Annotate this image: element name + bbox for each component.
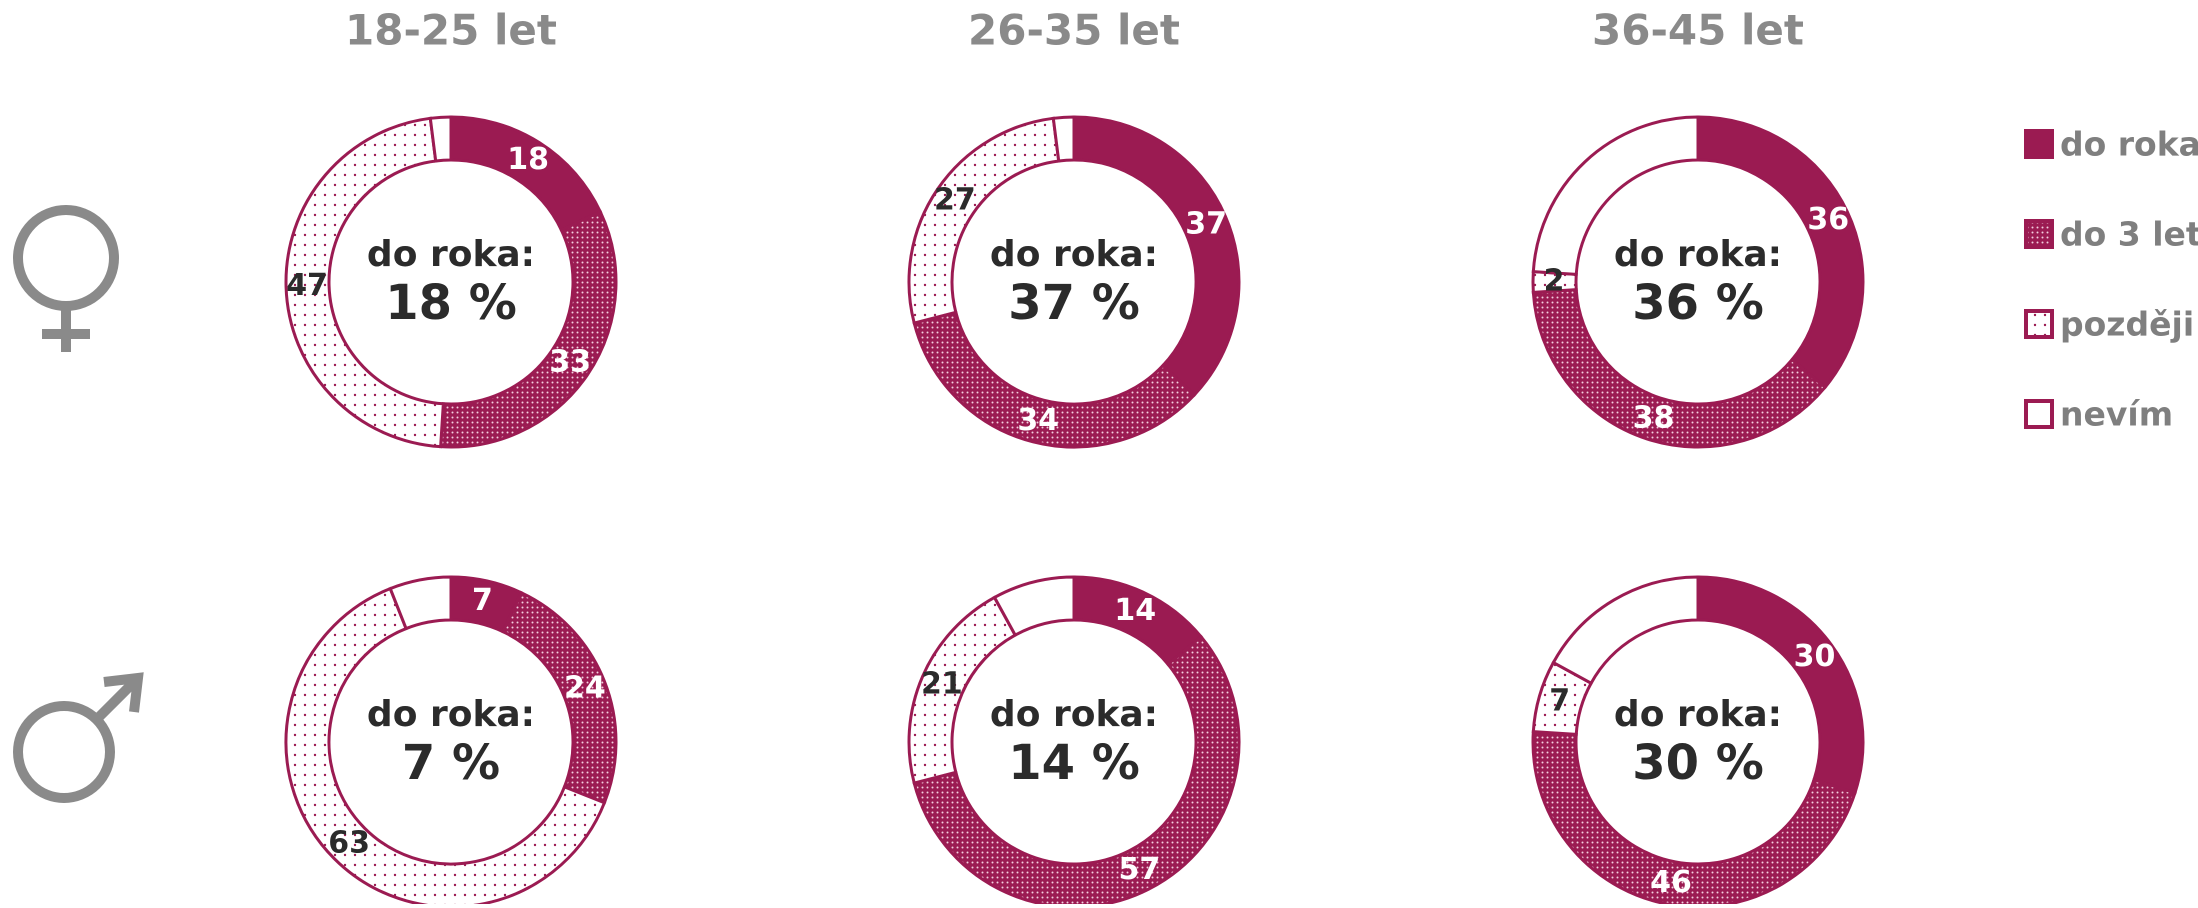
data-label: 7 [1549, 683, 1570, 718]
data-label: 36 [1807, 202, 1849, 237]
center-value: 7 % [402, 735, 500, 791]
data-label: 18 [507, 142, 549, 177]
donut-segment [1696, 115, 1865, 390]
donut-segment [428, 115, 453, 163]
center-value: 18 % [385, 275, 517, 331]
data-label: 47 [286, 268, 328, 303]
column-title: 18-25 let [345, 6, 557, 55]
donut-segment [1051, 115, 1076, 163]
legend-label: nevím [2060, 395, 2173, 434]
legend-swatch [2024, 399, 2054, 429]
donut-segment [992, 575, 1076, 638]
data-label: 30 [1794, 639, 1836, 674]
data-label: 37 [1185, 206, 1227, 241]
data-label: 33 [549, 344, 591, 379]
donut-segment [1531, 730, 1857, 908]
donut-segment [1531, 288, 1828, 449]
donut-segment [388, 575, 453, 631]
legend-swatch [2024, 219, 2054, 249]
legend-label: do roka [2060, 125, 2198, 164]
donut-segment [1531, 115, 1700, 276]
center-title: do roka: [990, 234, 1158, 275]
center-title: do roka: [1614, 694, 1782, 735]
legend-label: později [2060, 305, 2194, 344]
center-title: do roka: [367, 234, 535, 275]
data-label: 24 [564, 670, 606, 705]
center-title: do roka: [1614, 234, 1782, 275]
data-label: 46 [1650, 865, 1692, 900]
donut-segment [284, 116, 445, 449]
data-label: 38 [1633, 400, 1675, 435]
donut-segment [1551, 575, 1700, 686]
column-title: 36-45 let [1592, 6, 1804, 55]
donut-segment [1072, 115, 1241, 398]
data-label: 27 [934, 183, 976, 218]
center-value: 36 % [1632, 275, 1764, 331]
data-label: 2 [1544, 264, 1565, 299]
legend-swatch [2024, 309, 2054, 339]
legend-label: do 3 let [2060, 215, 2198, 254]
center-value: 37 % [1008, 275, 1140, 331]
data-label: 7 [472, 583, 493, 618]
data-label: 34 [1017, 403, 1059, 438]
female-symbol [13, 205, 119, 352]
center-value: 14 % [1008, 735, 1140, 791]
center-title: do roka: [990, 694, 1158, 735]
center-value: 30 % [1632, 735, 1764, 791]
column-title: 26-35 let [968, 6, 1180, 55]
donut-segment [1696, 575, 1865, 795]
male-symbol [13, 672, 144, 803]
data-label: 21 [921, 666, 963, 701]
legend-swatch [2024, 129, 2054, 159]
data-label: 57 [1118, 852, 1160, 887]
donut-segment [912, 634, 1241, 908]
data-label: 14 [1114, 593, 1156, 628]
data-label: 63 [328, 825, 370, 860]
center-title: do roka: [367, 694, 535, 735]
